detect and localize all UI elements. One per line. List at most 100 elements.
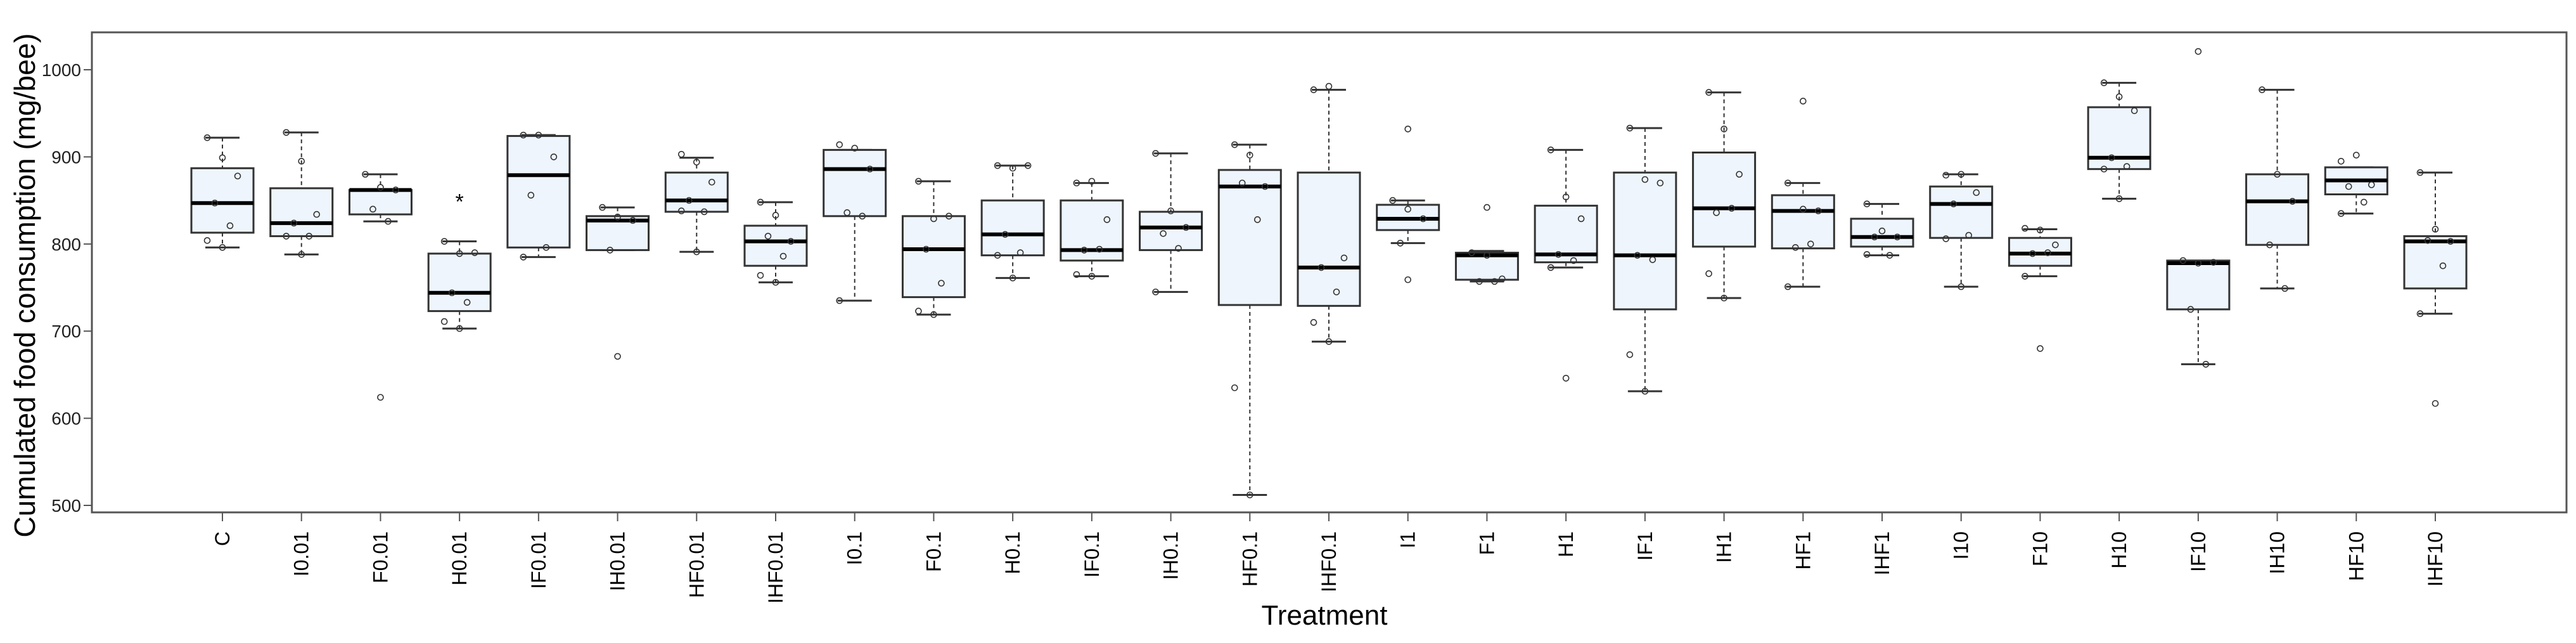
box-I0.01 (269, 129, 334, 258)
box-iqr (901, 215, 966, 299)
y-tick-label: 900 (51, 147, 81, 167)
data-point (1001, 231, 1009, 238)
data-point (1499, 275, 1506, 283)
box-IH0.1 (1139, 150, 1203, 296)
y-tick-label: 700 (51, 322, 81, 341)
data-point (283, 233, 290, 240)
data-point (2131, 107, 2138, 114)
data-point (859, 212, 866, 220)
data-point (2281, 285, 2288, 292)
data-point (2022, 224, 2028, 232)
data-point (1871, 233, 1878, 241)
data-point (456, 250, 463, 257)
box-iqr (1139, 211, 1203, 251)
data-point (2037, 226, 2044, 234)
box-IF1 (1613, 124, 1677, 395)
y-tick-label: 1000 (42, 60, 81, 80)
data-point (298, 250, 305, 258)
data-point (1649, 256, 1656, 263)
data-point (2266, 241, 2273, 249)
data-point (1009, 275, 1016, 282)
data-point (305, 233, 313, 240)
data-point (2115, 195, 2123, 202)
data-point (1736, 171, 1743, 178)
data-point (1246, 152, 1253, 159)
data-point (693, 159, 700, 166)
box-iqr (2087, 106, 2151, 171)
data-point (1088, 178, 1096, 185)
data-point (2029, 250, 2036, 257)
data-point (1713, 209, 1720, 216)
data-point (1238, 179, 1246, 186)
y-axis: 500 600 700 800 900 1000 (42, 60, 92, 516)
box-IHF0.01 (743, 198, 808, 286)
box-F1 (1454, 204, 1519, 285)
data-point (1160, 230, 1167, 237)
data-point (2108, 154, 2115, 162)
data-point (203, 134, 211, 141)
box-iqr (1217, 169, 1282, 306)
data-point (385, 218, 392, 225)
box-iqr (980, 199, 1045, 257)
data-point (787, 238, 795, 245)
box-H0.1 (980, 162, 1045, 282)
data-point (930, 311, 937, 318)
data-point (1705, 270, 1712, 277)
y-axis-label: Cumulated food consumption (mg/bee) (8, 33, 41, 537)
box-iqr (2403, 235, 2468, 290)
box-IH0.01 (586, 204, 650, 360)
data-point (764, 233, 772, 240)
data-point (2432, 226, 2439, 233)
data-point (606, 247, 613, 254)
data-point (392, 186, 399, 193)
data-point (994, 252, 1001, 259)
data-point (2259, 86, 2265, 93)
data-point (1942, 171, 1950, 179)
data-point (456, 325, 463, 332)
data-point (2052, 241, 2059, 249)
data-point (629, 217, 636, 224)
data-point (685, 197, 693, 204)
data-point (1570, 257, 1577, 264)
box-I1 (1376, 126, 1440, 283)
data-point (1231, 141, 1238, 148)
box-H1 (1534, 146, 1598, 382)
data-point (779, 252, 787, 260)
data-point (1073, 179, 1080, 186)
data-point (1325, 82, 1333, 90)
data-point (471, 249, 478, 256)
x-tick-label: IH0.01 (606, 531, 629, 591)
y-tick-label: 800 (51, 235, 81, 254)
data-point (938, 280, 945, 287)
data-point (535, 131, 542, 139)
data-point (1167, 207, 1174, 214)
data-point (203, 237, 211, 244)
data-point (677, 207, 685, 214)
x-tick-label: H1 (1554, 531, 1577, 557)
data-point (2368, 181, 2375, 188)
data-point (1958, 283, 1965, 290)
data-point (1016, 249, 1024, 256)
data-point (2345, 183, 2352, 190)
data-point (1333, 289, 1340, 296)
box-H10 (2087, 79, 2151, 202)
data-point (313, 211, 321, 218)
data-point (1626, 124, 1634, 132)
data-point (1024, 162, 1032, 169)
x-tick-label: H10 (2108, 531, 2131, 569)
data-point (1799, 205, 1807, 213)
data-point (1009, 164, 1016, 172)
data-point (836, 141, 843, 148)
outlier-point (1404, 276, 1412, 283)
data-point (866, 166, 874, 172)
data-point (1310, 86, 1317, 93)
data-point (2210, 259, 2217, 266)
data-point (2447, 238, 2454, 245)
data-point (1641, 176, 1649, 183)
y-tick-label: 600 (51, 409, 81, 429)
x-tick-label: HF1 (1791, 531, 1814, 569)
data-point (1152, 150, 1159, 157)
x-tick-label: IF0.01 (527, 531, 550, 589)
data-point (1246, 491, 1253, 498)
data-point (1261, 183, 1269, 190)
